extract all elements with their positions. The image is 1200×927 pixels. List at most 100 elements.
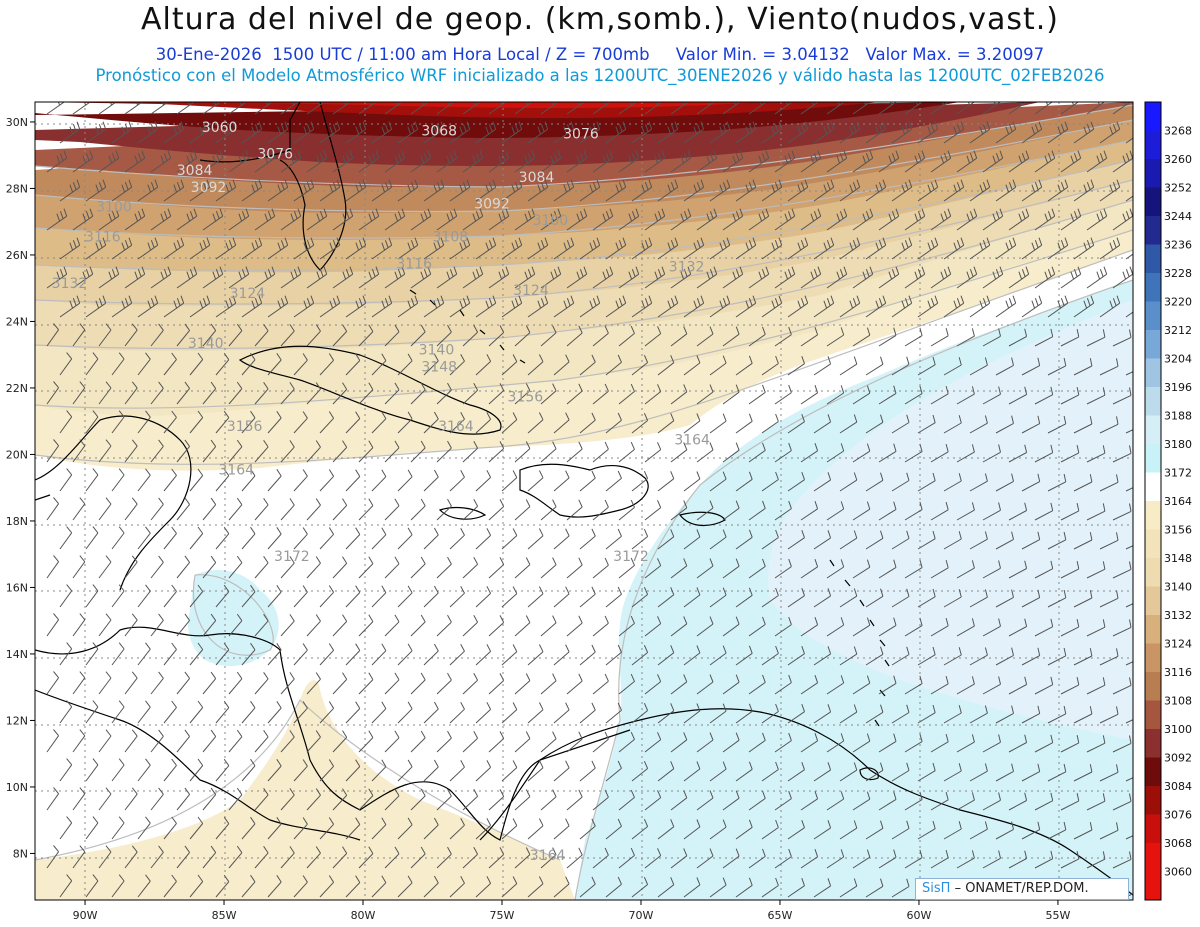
wind-barb: [605, 702, 622, 724]
wind-barb: [98, 266, 120, 289]
wind-barb: [345, 585, 361, 608]
wind-barb: [631, 586, 649, 608]
wind-barb: [189, 526, 204, 550]
wind-barb: [592, 615, 609, 637]
wind-barb: [1021, 763, 1041, 782]
colorbar-swatch: [1145, 615, 1161, 644]
wind-barb: [631, 295, 653, 318]
wind-barb: [410, 672, 426, 695]
wind-barb: [904, 617, 923, 637]
colorbar-swatch: [1145, 871, 1161, 901]
wind-barb: [917, 237, 939, 260]
wind-barb: [254, 208, 276, 231]
wind-barb: [982, 208, 1004, 231]
wind-barb: [553, 586, 570, 608]
wind-barb: [540, 325, 557, 347]
wind-barb: [85, 410, 99, 434]
wind-barb: [384, 614, 400, 637]
wind-barb: [592, 325, 609, 347]
wind-barb: [1125, 661, 1133, 666]
wind-barb: [72, 266, 94, 289]
wind-barb: [1125, 893, 1133, 898]
colorbar-label: 3132: [1164, 609, 1192, 622]
wind-barb: [670, 674, 688, 695]
wind-barb: [150, 787, 164, 811]
wind-barb: [644, 102, 664, 115]
wind-barb: [670, 326, 688, 347]
wind-barb: [358, 102, 378, 115]
max-value: Valor Max. = 3.20097: [865, 45, 1045, 64]
wind-barb: [254, 382, 269, 405]
wind-barb: [280, 440, 295, 463]
wind-barb: [371, 353, 387, 376]
wind-barb: [605, 586, 622, 608]
wind-barb: [423, 237, 445, 260]
wind-barb: [943, 821, 962, 840]
wind-barb: [696, 674, 714, 695]
lat-tick-label: 10N: [6, 781, 28, 794]
wind-barb: [735, 877, 753, 898]
wind-barb: [657, 529, 675, 550]
wind-barb: [748, 616, 766, 637]
wind-barb: [917, 646, 936, 666]
wind-barb: [852, 617, 871, 637]
wind-barb: [202, 266, 224, 289]
wind-barb: [423, 527, 439, 550]
wind-barb: [917, 414, 936, 434]
wind-barb: [111, 526, 125, 550]
wind-barb: [462, 847, 479, 869]
lon-tick-label: 70W: [629, 909, 654, 922]
lat-tick-label: 22N: [6, 382, 28, 395]
wind-barb: [761, 645, 779, 666]
wind-barb: [384, 208, 406, 231]
colorbar-swatch: [1145, 700, 1161, 730]
wind-barb: [995, 415, 1014, 434]
wind-barb: [917, 704, 936, 724]
wind-barb: [774, 326, 792, 347]
wind-barb: [189, 468, 204, 492]
wind-barb: [1034, 208, 1056, 231]
colorbar-label: 3196: [1164, 381, 1192, 394]
wind-barb: [1008, 850, 1028, 869]
wind-barb: [813, 237, 835, 260]
wind-barb: [865, 530, 884, 550]
wind-barb: [670, 616, 688, 637]
wind-barb: [72, 381, 86, 405]
wind-barb: [501, 179, 523, 202]
wind-barb: [98, 323, 112, 347]
colorbar-label: 3148: [1164, 552, 1192, 565]
wind-barb: [59, 642, 73, 666]
wind-barb: [1073, 237, 1095, 260]
wind-barb: [124, 381, 138, 405]
wind-barb: [85, 468, 99, 492]
wind-barb: [46, 381, 60, 405]
wind-barb: [1099, 648, 1119, 666]
wind-barb: [878, 208, 900, 231]
wind-barb: [176, 266, 198, 289]
wind-barb: [683, 413, 701, 434]
wind-barb: [735, 529, 753, 550]
wind-barb: [761, 819, 779, 840]
wind-barb: [137, 237, 159, 260]
wind-barb: [475, 412, 492, 434]
wind-barb: [696, 732, 714, 753]
wind-barb: [709, 529, 727, 550]
wind-barb: [1086, 677, 1106, 695]
wind-barb: [306, 440, 321, 463]
wind-barb: [917, 295, 939, 318]
wind-barb: [657, 121, 679, 144]
wind-barb: [566, 102, 586, 115]
wind-barb: [722, 674, 740, 695]
wind-barb: [1008, 444, 1028, 463]
wind-barb: [124, 845, 138, 869]
wind-barb: [527, 354, 544, 376]
wind-barb: [579, 528, 596, 550]
colorbar-swatch: [1145, 586, 1161, 616]
wind-barb: [852, 102, 872, 115]
wind-barb: [722, 266, 744, 289]
wind-barb: [618, 208, 640, 231]
wind-barb: [176, 671, 191, 695]
wind-barb: [189, 816, 204, 840]
wind-barb: [579, 644, 596, 666]
wind-barb: [1099, 706, 1119, 724]
